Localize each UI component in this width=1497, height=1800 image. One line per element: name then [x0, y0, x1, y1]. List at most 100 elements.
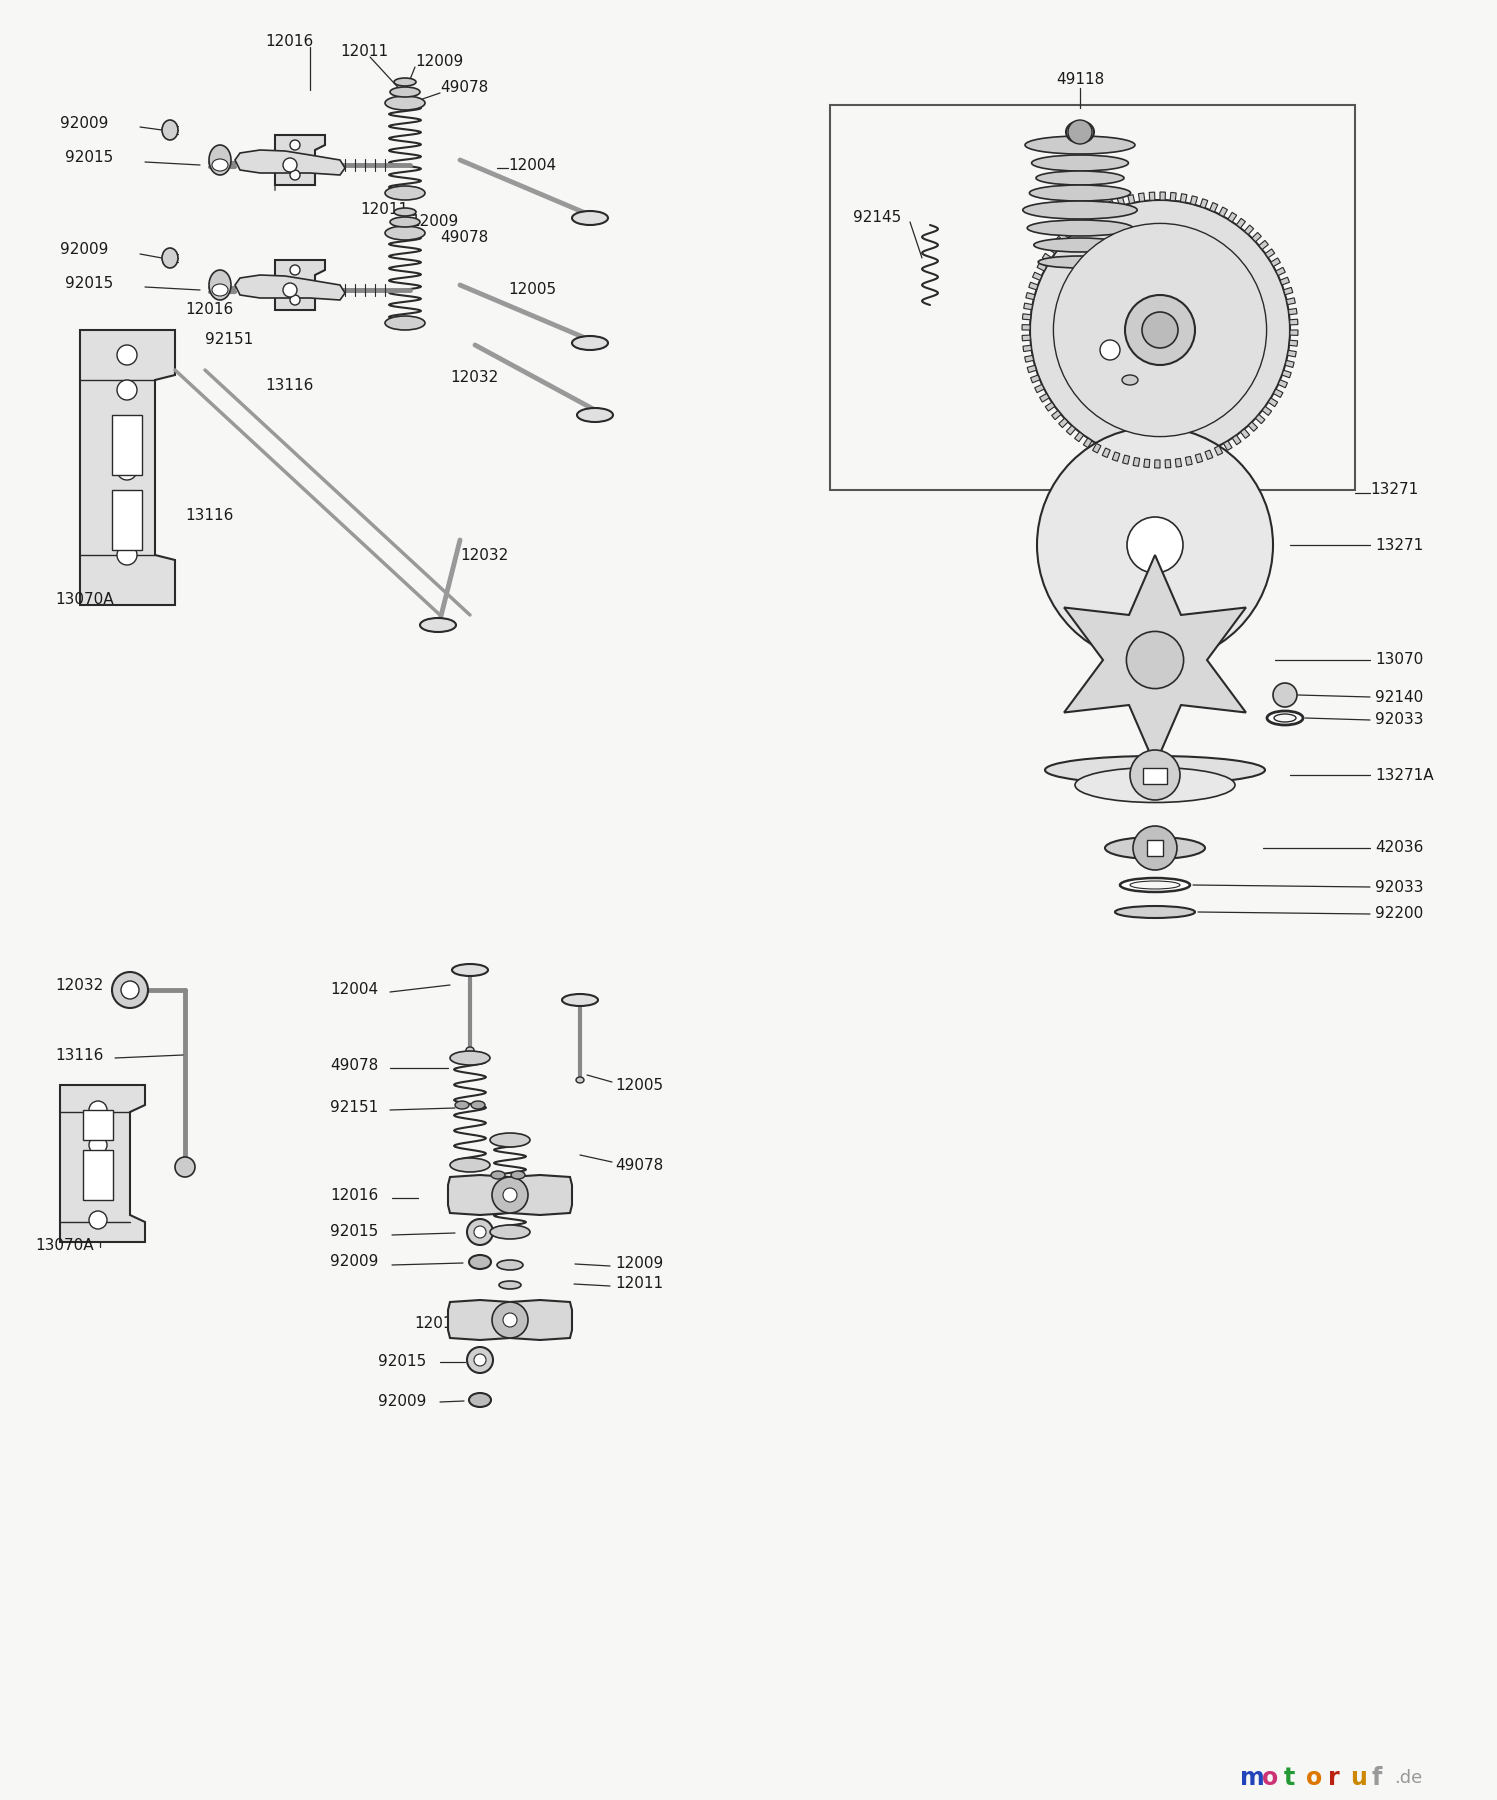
Polygon shape: [1033, 272, 1042, 281]
Text: 92015: 92015: [329, 1224, 379, 1240]
Ellipse shape: [469, 1393, 491, 1408]
Circle shape: [503, 1188, 516, 1202]
Polygon shape: [1097, 205, 1106, 214]
Ellipse shape: [576, 1076, 584, 1084]
Polygon shape: [1214, 446, 1223, 455]
Polygon shape: [1030, 374, 1040, 383]
Polygon shape: [1278, 380, 1287, 387]
Polygon shape: [1171, 193, 1177, 202]
Polygon shape: [1024, 302, 1033, 310]
Ellipse shape: [213, 158, 228, 171]
Ellipse shape: [572, 211, 608, 225]
Polygon shape: [1274, 389, 1283, 398]
Circle shape: [117, 461, 138, 481]
Text: 92009: 92009: [60, 243, 108, 257]
Polygon shape: [1127, 194, 1135, 203]
Polygon shape: [1034, 385, 1045, 392]
Text: 12005: 12005: [615, 1078, 663, 1093]
Polygon shape: [448, 1300, 572, 1339]
Text: 92033: 92033: [1376, 880, 1424, 895]
Ellipse shape: [1274, 715, 1296, 722]
Ellipse shape: [455, 1102, 469, 1109]
Polygon shape: [1058, 418, 1067, 428]
Polygon shape: [1022, 346, 1031, 351]
Polygon shape: [1150, 193, 1154, 200]
Text: 13070A: 13070A: [55, 592, 114, 608]
Text: 12016: 12016: [329, 1188, 379, 1202]
Text: 49078: 49078: [615, 1157, 663, 1172]
Text: 92145: 92145: [853, 211, 901, 225]
Text: 12009: 12009: [410, 214, 458, 229]
Ellipse shape: [162, 248, 178, 268]
Polygon shape: [1070, 221, 1079, 230]
Ellipse shape: [1031, 155, 1129, 171]
Polygon shape: [1286, 297, 1295, 304]
Text: 92015: 92015: [64, 275, 114, 290]
Polygon shape: [1271, 257, 1280, 266]
Polygon shape: [1251, 232, 1262, 241]
Polygon shape: [1290, 329, 1298, 335]
Polygon shape: [1024, 355, 1033, 362]
Text: 12009: 12009: [615, 1256, 663, 1271]
Text: o: o: [1262, 1766, 1278, 1789]
Ellipse shape: [385, 185, 425, 200]
Circle shape: [467, 1219, 493, 1246]
Circle shape: [467, 1346, 493, 1373]
Ellipse shape: [162, 121, 178, 140]
Text: 92140: 92140: [1376, 689, 1424, 704]
Ellipse shape: [1115, 905, 1195, 918]
Text: 13271: 13271: [1370, 482, 1418, 497]
Polygon shape: [1028, 283, 1037, 290]
Ellipse shape: [394, 77, 416, 86]
Polygon shape: [79, 329, 175, 605]
Text: 12005: 12005: [507, 283, 555, 297]
Polygon shape: [1138, 193, 1145, 202]
Ellipse shape: [491, 1172, 504, 1179]
Text: m: m: [1240, 1766, 1265, 1789]
Ellipse shape: [394, 209, 416, 216]
Circle shape: [283, 158, 296, 173]
Ellipse shape: [466, 1048, 475, 1053]
Polygon shape: [1160, 193, 1166, 200]
Circle shape: [88, 1136, 106, 1154]
Polygon shape: [1102, 448, 1111, 457]
Polygon shape: [1045, 401, 1055, 410]
Text: 13271A: 13271A: [1376, 767, 1434, 783]
Text: 42036: 42036: [1376, 841, 1424, 855]
Bar: [829, 104, 1355, 490]
Text: 92151: 92151: [205, 333, 253, 347]
Text: 92033: 92033: [1376, 713, 1424, 727]
Polygon shape: [60, 1085, 145, 1242]
Ellipse shape: [576, 409, 612, 421]
Circle shape: [475, 1354, 487, 1366]
Circle shape: [475, 1226, 487, 1238]
Text: 92151: 92151: [329, 1100, 379, 1114]
Text: 12032: 12032: [460, 547, 509, 562]
Circle shape: [290, 169, 299, 180]
Polygon shape: [235, 149, 344, 175]
Text: 49078: 49078: [329, 1058, 379, 1073]
Polygon shape: [1256, 414, 1265, 423]
Polygon shape: [1154, 459, 1160, 468]
Circle shape: [88, 1102, 106, 1120]
Bar: [82, 1150, 112, 1201]
Ellipse shape: [1105, 837, 1205, 859]
Polygon shape: [1223, 441, 1232, 450]
Circle shape: [493, 1301, 528, 1337]
Polygon shape: [1259, 241, 1268, 250]
Polygon shape: [1228, 212, 1237, 221]
Polygon shape: [1063, 229, 1072, 238]
Polygon shape: [235, 275, 344, 301]
Ellipse shape: [472, 1102, 485, 1109]
Circle shape: [1126, 295, 1195, 365]
Text: .de: .de: [1394, 1769, 1422, 1787]
Polygon shape: [1027, 365, 1036, 373]
Polygon shape: [1201, 198, 1208, 209]
Polygon shape: [1244, 225, 1253, 234]
Ellipse shape: [391, 86, 421, 97]
Circle shape: [290, 265, 299, 275]
Polygon shape: [1144, 459, 1150, 468]
Polygon shape: [275, 259, 325, 310]
Bar: [82, 1111, 112, 1139]
Circle shape: [283, 283, 296, 297]
